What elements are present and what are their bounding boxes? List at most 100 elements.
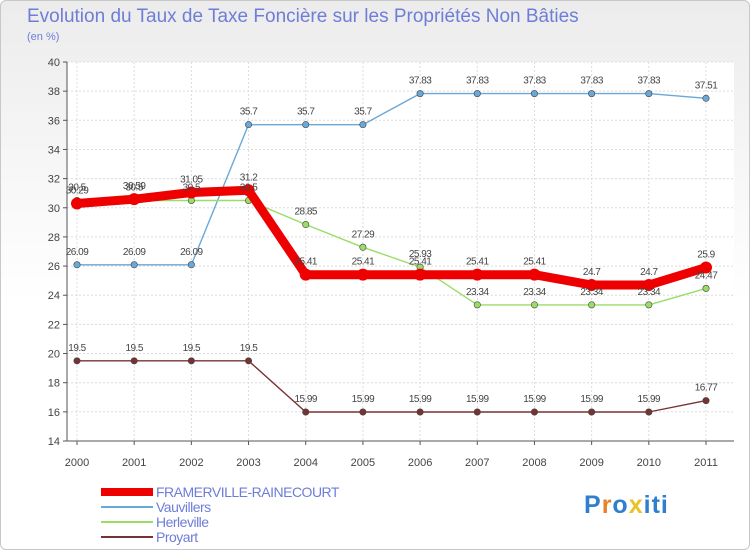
data-label-vauvillers: 35.7 bbox=[297, 107, 315, 118]
y-tick-label: 22 bbox=[48, 319, 60, 331]
data-label-herleville: 23.34 bbox=[580, 287, 603, 298]
data-label-herleville: 30.5 bbox=[240, 182, 258, 193]
data-label-framerville-rainecourt: 25.41 bbox=[523, 257, 546, 268]
y-tick-label: 26 bbox=[48, 261, 60, 273]
legend-swatch bbox=[101, 488, 153, 496]
data-label-proyart: 19.5 bbox=[125, 343, 143, 354]
data-label-framerville-rainecourt: 31.2 bbox=[240, 172, 258, 183]
data-point-framerville-rainecourt bbox=[585, 279, 598, 292]
data-point-framerville-rainecourt bbox=[528, 268, 541, 281]
x-tick-label: 2009 bbox=[579, 457, 603, 469]
data-point-herleville bbox=[359, 243, 367, 251]
data-label-framerville-rainecourt: 24.7 bbox=[583, 267, 601, 278]
logo-letter: i bbox=[660, 491, 669, 519]
data-point-framerville-rainecourt bbox=[128, 193, 141, 206]
data-point-framerville-rainecourt bbox=[700, 261, 712, 274]
data-point-proyart bbox=[588, 408, 596, 416]
data-label-proyart: 15.99 bbox=[466, 394, 489, 405]
data-point-vauvillers bbox=[130, 261, 138, 269]
y-tick-label: 20 bbox=[48, 349, 60, 361]
legend-swatch bbox=[101, 506, 153, 508]
data-point-proyart bbox=[645, 408, 653, 416]
data-point-proyart bbox=[187, 357, 195, 365]
data-point-vauvillers bbox=[645, 90, 653, 98]
data-point-vauvillers bbox=[302, 121, 310, 129]
data-point-framerville-rainecourt bbox=[356, 268, 369, 281]
data-label-framerville-rainecourt: 25.41 bbox=[409, 257, 432, 268]
data-point-herleville bbox=[530, 301, 538, 309]
data-label-herleville: 27.29 bbox=[352, 229, 375, 240]
y-tick-label: 28 bbox=[48, 232, 60, 244]
y-tick-label: 32 bbox=[48, 174, 60, 186]
data-point-vauvillers bbox=[359, 121, 367, 129]
data-point-proyart bbox=[530, 408, 538, 416]
data-label-herleville: 30.5 bbox=[125, 182, 143, 193]
data-point-proyart bbox=[302, 408, 310, 416]
y-tick-label: 30 bbox=[48, 203, 60, 215]
proxiti-logo: Proxiti bbox=[584, 491, 669, 520]
x-tick-label: 2003 bbox=[236, 457, 260, 469]
data-point-framerville-rainecourt bbox=[299, 268, 312, 281]
y-tick-label: 34 bbox=[48, 144, 60, 156]
data-label-framerville-rainecourt: 30.29 bbox=[66, 186, 89, 197]
logo-letter: t bbox=[651, 491, 661, 519]
data-label-herleville: 24.47 bbox=[695, 270, 718, 281]
y-tick-label: 40 bbox=[48, 57, 60, 69]
data-point-framerville-rainecourt bbox=[471, 268, 484, 281]
x-tick-label: 2001 bbox=[122, 457, 146, 469]
data-label-herleville: 23.34 bbox=[638, 287, 661, 298]
chart-title: Evolution du Taux de Taxe Foncière sur l… bbox=[27, 6, 579, 27]
data-label-proyart: 19.5 bbox=[183, 343, 201, 354]
series-line-proyart bbox=[77, 360, 707, 413]
data-label-vauvillers: 37.83 bbox=[580, 76, 603, 87]
plot-area bbox=[67, 62, 734, 441]
data-point-vauvillers bbox=[473, 90, 481, 98]
data-label-vauvillers: 26.09 bbox=[123, 247, 146, 258]
data-label-framerville-rainecourt: 25.41 bbox=[294, 257, 317, 268]
data-label-framerville-rainecourt: 30.59 bbox=[123, 181, 146, 192]
data-label-herleville: 28.85 bbox=[294, 207, 317, 218]
data-point-framerville-rainecourt bbox=[71, 197, 83, 210]
legend-swatch bbox=[101, 536, 153, 538]
data-label-proyart: 19.5 bbox=[240, 343, 258, 354]
data-label-vauvillers: 35.7 bbox=[240, 107, 258, 118]
legend-label: Proyart bbox=[156, 529, 198, 545]
data-point-vauvillers bbox=[530, 90, 538, 98]
legend-label: Vauvillers bbox=[156, 499, 211, 515]
data-label-vauvillers: 26.09 bbox=[180, 247, 203, 258]
series-line-vauvillers bbox=[77, 92, 707, 266]
x-tick-label: 2005 bbox=[351, 457, 375, 469]
data-label-vauvillers: 37.83 bbox=[466, 76, 489, 87]
data-label-proyart: 15.99 bbox=[294, 394, 317, 405]
data-point-herleville bbox=[473, 301, 481, 309]
legend-label: FRAMERVILLE-RAINECOURT bbox=[156, 484, 339, 500]
x-tick-label: 2006 bbox=[408, 457, 432, 469]
logo-letter: P bbox=[584, 491, 602, 519]
data-point-proyart bbox=[130, 357, 138, 365]
y-tick-label: 38 bbox=[48, 86, 60, 98]
data-point-vauvillers bbox=[245, 121, 253, 129]
logo-letter: o bbox=[612, 491, 629, 519]
data-label-proyart: 19.5 bbox=[68, 343, 86, 354]
data-point-herleville bbox=[588, 301, 596, 309]
data-point-vauvillers bbox=[702, 94, 710, 102]
data-point-herleville bbox=[645, 301, 653, 309]
x-tick-label: 2007 bbox=[465, 457, 489, 469]
x-tick-label: 2000 bbox=[65, 457, 89, 469]
data-label-vauvillers: 26.09 bbox=[66, 247, 89, 258]
data-point-framerville-rainecourt bbox=[185, 186, 198, 199]
data-label-proyart: 16.77 bbox=[695, 383, 718, 394]
data-point-vauvillers bbox=[187, 261, 195, 269]
x-tick-label: 2004 bbox=[293, 457, 317, 469]
logo-letter: r bbox=[601, 491, 613, 519]
series-line-herleville bbox=[77, 199, 707, 306]
data-label-proyart: 15.99 bbox=[352, 394, 375, 405]
y-tick-label: 14 bbox=[48, 436, 60, 448]
data-label-framerville-rainecourt: 24.7 bbox=[640, 267, 658, 278]
y-tick-label: 16 bbox=[48, 407, 60, 419]
data-label-herleville: 25.93 bbox=[409, 249, 432, 260]
y-tick-label: 36 bbox=[48, 115, 60, 127]
x-tick-label: 2002 bbox=[179, 457, 203, 469]
legend-label: Herleville bbox=[156, 514, 209, 530]
logo-letter: x bbox=[628, 491, 644, 519]
